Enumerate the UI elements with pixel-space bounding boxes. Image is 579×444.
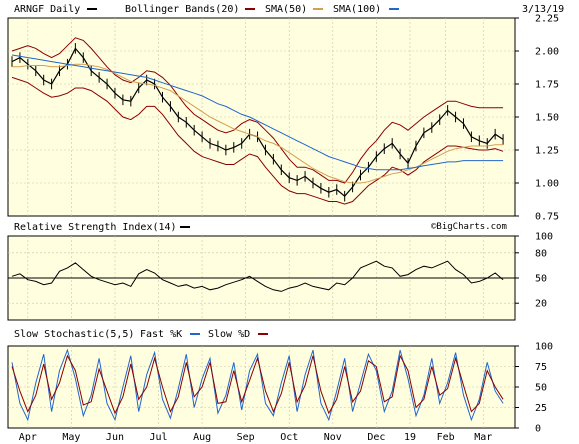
y-tick-label: 1.25 — [535, 146, 559, 157]
legend-ticker: ARNGF Daily — [14, 4, 80, 15]
x-tick-label: Sep — [237, 432, 255, 443]
stoch-slowd: Slow %D — [208, 329, 250, 340]
y-tick-label: 1.75 — [535, 80, 559, 91]
y-tick-label: 1.50 — [535, 113, 559, 124]
x-tick-label: Mar — [474, 432, 492, 443]
legend-bollinger: Bollinger Bands(20) — [125, 4, 239, 15]
stoch-title: Slow Stochastic(5,5) — [14, 329, 134, 340]
y-tick-label: 20 — [535, 299, 547, 310]
x-tick-label: Nov — [324, 432, 342, 443]
y-tick-label: 2.25 — [535, 14, 559, 25]
watermark: ©BigCharts.com — [431, 222, 507, 232]
y-tick-label: 50 — [535, 274, 547, 285]
y-tick-label: 50 — [535, 383, 547, 394]
stoch-fastk: Fast %K — [140, 329, 182, 340]
legend-sma100: SMA(100) — [333, 4, 381, 15]
y-tick-label: 100 — [535, 232, 553, 243]
x-tick-label: Apr — [19, 432, 37, 443]
y-tick-label: 100 — [535, 342, 553, 353]
y-tick-label: 25 — [535, 403, 547, 414]
y-tick-label: 1.00 — [535, 179, 559, 190]
series-line-sma-50- — [12, 63, 504, 184]
stochastic-panel: Slow Stochastic(5,5) Fast %K Slow %D 0 25… — [7, 329, 553, 443]
x-tick-label: 19 — [404, 432, 416, 443]
x-tick-label: May — [62, 432, 80, 443]
x-tick-label: Oct — [280, 432, 298, 443]
rsi-panel: Relative Strength Index(14) 20 50 80 100 — [7, 222, 553, 321]
rsi-title: Relative Strength Index(14) — [14, 222, 177, 233]
series-line-relative-strength-index-14- — [11, 260, 504, 292]
y-tick-label: 0.75 — [535, 212, 559, 223]
x-tick-label: Jul — [150, 432, 168, 443]
y-tick-label: 75 — [535, 362, 547, 373]
x-tick-label: Jun — [106, 432, 124, 443]
price-legend: ARNGF Daily Bollinger Bands(20) SMA(50) … — [14, 4, 564, 15]
series-line-slow-d — [11, 354, 504, 415]
chart-date: 3/13/19 — [522, 4, 564, 15]
y-tick-label: 2.00 — [535, 47, 559, 58]
series-line-sma-100- — [11, 54, 504, 171]
x-tick-label: Feb — [437, 432, 455, 443]
legend-sma50: SMA(50) — [265, 4, 307, 15]
x-tick-label: Aug — [193, 432, 211, 443]
price-panel: 0.75 1.00 1.25 1.50 1.75 2.00 2.25 ARNGF Daily… — [7, 4, 564, 232]
y-tick-label: 0 — [535, 424, 541, 435]
y-tick-label: 80 — [535, 248, 547, 259]
stoch-legend: Slow Stochastic(5,5) Fast %K Slow %D — [14, 329, 268, 340]
series-line-bollinger-bands-20- — [11, 37, 504, 184]
x-tick-label: Dec — [367, 432, 385, 443]
